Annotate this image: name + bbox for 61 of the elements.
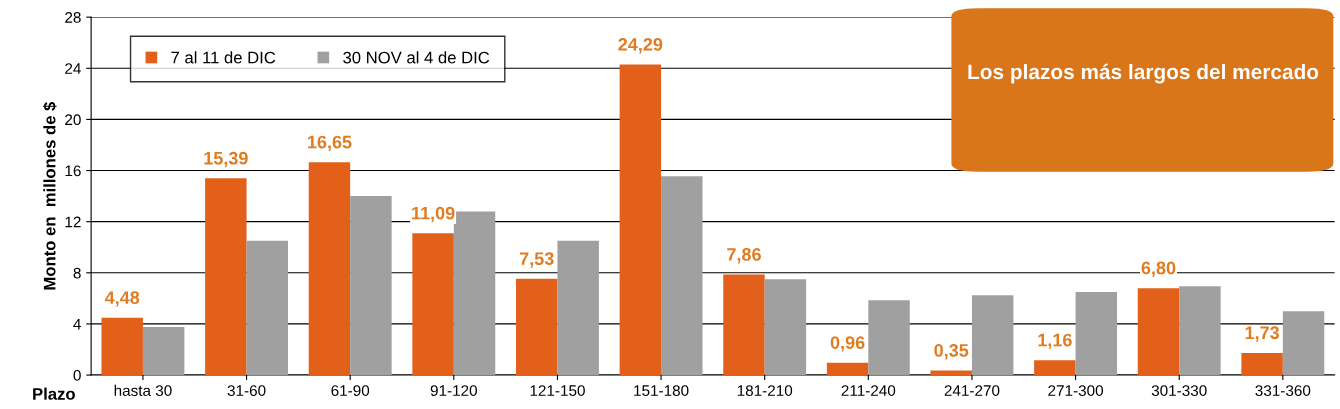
x-tick-label: 331-360 bbox=[1255, 385, 1311, 396]
x-tick-label: 241-270 bbox=[944, 385, 1000, 396]
bar bbox=[764, 279, 807, 376]
x-tick-label: 121-150 bbox=[530, 385, 585, 396]
bar bbox=[826, 362, 869, 376]
x-tick-label: 91-120 bbox=[430, 385, 477, 396]
bar bbox=[868, 300, 910, 376]
y-tick-label: 28 bbox=[65, 12, 81, 23]
x-tick-label: hasta 30 bbox=[114, 384, 172, 396]
bar bbox=[1034, 360, 1076, 376]
legend-label: 30 NOV al 4 de DIC bbox=[343, 51, 490, 64]
data-label: 7,86 bbox=[727, 248, 761, 264]
bar bbox=[1241, 352, 1283, 376]
x-axis-title: Plazo bbox=[33, 387, 75, 400]
y-tick-label: 8 bbox=[73, 267, 81, 279]
bar bbox=[1282, 311, 1325, 376]
bar bbox=[661, 176, 703, 376]
bar bbox=[619, 64, 662, 376]
x-tick-label: 31-60 bbox=[227, 385, 266, 396]
bar bbox=[101, 317, 143, 376]
data-label: 0,96 bbox=[830, 336, 865, 352]
y-tick-label: 20 bbox=[65, 114, 81, 126]
x-tick-label: 151-180 bbox=[634, 385, 689, 396]
legend-label: 7 al 11 de DIC bbox=[171, 51, 276, 64]
data-label: 0,35 bbox=[934, 344, 969, 360]
bar bbox=[453, 211, 496, 376]
x-tick-label: 211-240 bbox=[841, 385, 896, 396]
bar bbox=[308, 162, 351, 376]
bar bbox=[1179, 286, 1221, 376]
y-tick-label: 16 bbox=[65, 165, 81, 177]
x-tick-label: 181-210 bbox=[737, 385, 793, 396]
x-tick-label: 301-330 bbox=[1151, 385, 1207, 396]
bar bbox=[930, 370, 972, 376]
bar bbox=[515, 278, 558, 376]
bar bbox=[723, 274, 765, 376]
bar bbox=[1075, 291, 1118, 376]
data-label: 1,16 bbox=[1038, 333, 1072, 350]
x-tick-label: 61-90 bbox=[331, 385, 370, 396]
bar bbox=[1137, 288, 1180, 376]
y-axis-title: Monto en millones de $ bbox=[43, 101, 57, 290]
data-label: 24,29 bbox=[618, 38, 663, 54]
y-tick-label: 4 bbox=[73, 318, 81, 330]
y-tick-label: 24 bbox=[65, 63, 81, 74]
bar bbox=[142, 327, 185, 376]
data-label: 7,53 bbox=[519, 252, 554, 268]
data-label: 15,39 bbox=[204, 151, 248, 168]
bar bbox=[412, 233, 454, 376]
y-tick-label: 0 bbox=[73, 369, 81, 381]
data-label: 11,09 bbox=[412, 206, 455, 223]
bar bbox=[205, 178, 247, 376]
data-label: 6,80 bbox=[1141, 261, 1176, 277]
bar bbox=[246, 240, 289, 376]
y-tick-label: 12 bbox=[65, 216, 81, 228]
x-tick-label: 271-300 bbox=[1048, 385, 1104, 396]
bar bbox=[350, 196, 392, 376]
annotation: Los plazos más largos del mercado bbox=[968, 63, 1319, 84]
bar bbox=[557, 240, 599, 376]
data-label: 4,48 bbox=[104, 291, 140, 307]
bar bbox=[971, 295, 1014, 376]
data-label: 1,73 bbox=[1245, 326, 1280, 342]
data-label: 16,65 bbox=[308, 135, 352, 152]
